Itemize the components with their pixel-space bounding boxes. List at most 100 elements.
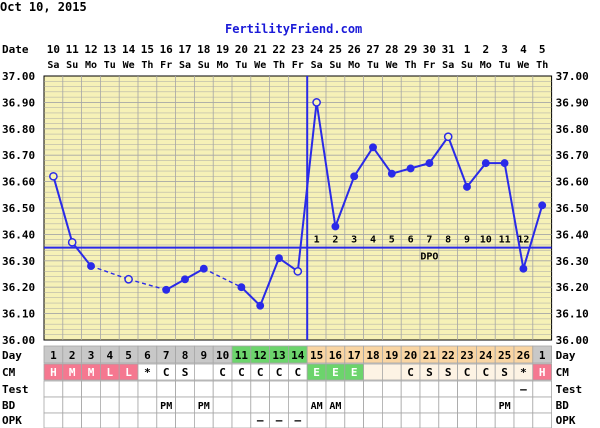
cm-cell-text: E	[332, 366, 339, 379]
cm-row-label-right: CM	[556, 366, 570, 379]
weekday-tick-label: Su	[198, 60, 210, 71]
weekday-tick-label: Tu	[367, 60, 379, 71]
bd-cell	[118, 396, 139, 414]
bd-cell	[231, 396, 252, 414]
opk-cell	[156, 412, 177, 428]
date-tick-label: 27	[366, 43, 379, 56]
bd-cell	[419, 396, 440, 414]
bd-cell-text: PM	[198, 401, 210, 412]
date-tick-label: 15	[141, 43, 154, 56]
date-tick-label: 19	[216, 43, 229, 56]
bd-cell	[269, 396, 289, 414]
opk-cell	[532, 412, 552, 428]
dpo-number-label: 11	[499, 235, 511, 246]
temperature-line	[447, 136, 468, 188]
cm-cell-text: L	[106, 366, 113, 379]
opk-cell	[62, 412, 82, 428]
cm-cell-text: H	[539, 366, 546, 379]
temperature-point	[331, 222, 340, 231]
weekday-tick-label: Fr	[292, 60, 304, 71]
weekday-tick-label: Mo	[480, 60, 492, 71]
date-tick-label: 29	[404, 43, 417, 56]
y-tick-label-right: 36.80	[556, 123, 589, 136]
test-cell	[156, 380, 177, 398]
y-tick-label-left: 36.10	[2, 308, 35, 321]
opk-cell	[381, 412, 402, 428]
day-cell-text: 4	[106, 349, 113, 362]
day-cell-text: 19	[385, 349, 398, 362]
temperature-line	[503, 162, 525, 269]
dpo-number-label: 3	[351, 235, 357, 246]
temperature-line	[372, 146, 393, 175]
bd-cell	[43, 396, 64, 414]
test-cell	[81, 380, 101, 398]
date-tick-label: 16	[160, 43, 174, 56]
test-cell	[325, 380, 346, 398]
weekday-tick-label: Su	[461, 60, 473, 71]
bd-cell	[62, 396, 82, 414]
bd-cell-text: PM	[160, 401, 172, 412]
bd-cell	[363, 396, 383, 414]
test-cell	[269, 380, 289, 398]
test-cell	[419, 380, 440, 398]
date-tick-label: 13	[103, 43, 116, 56]
dpo-number-label: 9	[464, 235, 470, 246]
date-tick-label: 20	[235, 43, 248, 56]
bd-cell-text: PM	[499, 401, 511, 412]
weekday-tick-label: We	[517, 60, 529, 71]
day-cell-text: 12	[254, 349, 267, 362]
temperature-point	[237, 283, 246, 292]
opk-row-label-right: OPK	[556, 414, 576, 427]
temperature-point	[369, 143, 377, 152]
date-tick-label: 12	[84, 43, 97, 56]
cm-cell-text: C	[276, 366, 283, 379]
bd-row-label-right: BD	[556, 399, 570, 412]
temperature-line	[315, 102, 337, 227]
cm-cell-text: C	[257, 366, 264, 379]
cm-cell-text: C	[482, 366, 489, 379]
temperature-point	[275, 254, 283, 263]
date-tick-label: 30	[423, 43, 436, 56]
opk-cell	[193, 412, 214, 428]
dpo-label: DPO	[420, 252, 438, 263]
bd-cell	[457, 396, 477, 414]
dpo-number-label: 10	[480, 235, 492, 246]
opk-cell	[175, 412, 195, 428]
opk-cell	[400, 412, 421, 428]
test-cell	[494, 380, 515, 398]
date-tick-label: 18	[197, 43, 210, 56]
cm-cell-text: *	[520, 366, 527, 379]
date-tick-label: 25	[329, 43, 342, 56]
cm-row-label: CM	[2, 366, 16, 379]
site-name[interactable]: FertilityFriend.com	[225, 22, 363, 36]
opk-cell	[137, 412, 158, 428]
cm-cell	[193, 363, 214, 381]
day-cell-text: 18	[366, 349, 379, 362]
weekday-tick-label: Th	[536, 60, 548, 71]
weekday-tick-label: Fr	[160, 60, 172, 71]
bd-cell	[175, 396, 195, 414]
dpo-number-label: 2	[332, 235, 338, 246]
bd-cell	[250, 396, 271, 414]
bd-cell	[100, 396, 120, 414]
date-tick-label: 24	[310, 43, 324, 56]
weekday-tick-label: Th	[273, 60, 285, 71]
test-cell	[193, 380, 214, 398]
date-tick-label: 21	[254, 43, 268, 56]
opk-cell	[363, 412, 383, 428]
y-tick-label-right: 36.70	[556, 149, 589, 162]
temperature-line	[466, 162, 487, 188]
day-cell-text: 5	[125, 349, 132, 362]
bd-cell	[81, 396, 101, 414]
day-cell-text: 13	[272, 349, 285, 362]
day-cell-text: 25	[498, 349, 511, 362]
y-tick-label-right: 36.40	[556, 228, 589, 241]
y-tick-label-left: 36.60	[2, 176, 35, 189]
bd-cell	[212, 396, 233, 414]
temperature-line	[240, 286, 261, 307]
date-tick-label: 23	[291, 43, 304, 56]
y-tick-label-right: 36.10	[556, 308, 589, 321]
temperature-point	[425, 159, 434, 168]
y-tick-label-right: 36.00	[556, 334, 589, 347]
y-tick-label-right: 36.90	[556, 96, 589, 109]
